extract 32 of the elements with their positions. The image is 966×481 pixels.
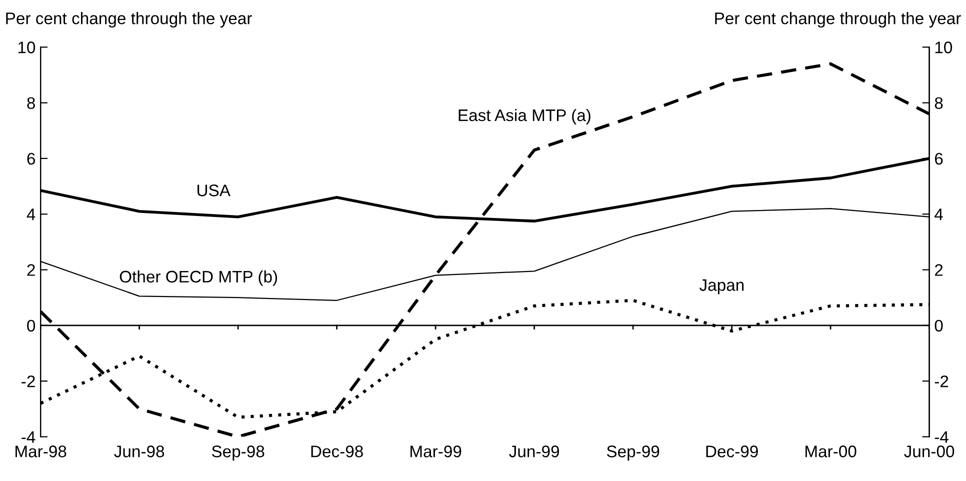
- x-tick-label: Sep-99: [606, 446, 660, 461]
- y-tick-label: -4: [22, 431, 36, 443]
- y-tick-label: 6: [27, 152, 35, 165]
- y2-tick-label: 2: [934, 264, 943, 276]
- y2-tick-label: 8: [934, 97, 943, 109]
- x-tick-label: Mar-98: [16, 446, 66, 458]
- series-label: Japan: [699, 279, 744, 294]
- y-tick-label: 0: [27, 320, 36, 332]
- x-tick-label: Mar-99: [410, 446, 462, 458]
- y-tick-label: 8: [27, 97, 35, 109]
- series-label: USA: [198, 184, 230, 196]
- x-tick-label: Jun-00: [904, 446, 954, 458]
- series-label: East Asia MTP (a): [458, 108, 590, 124]
- y-tick-label: 2: [27, 264, 35, 276]
- x-tick-label: Mar-00: [806, 446, 856, 458]
- series-label: Other OECD MTP (b): [120, 270, 278, 286]
- y2-tick-label: 4: [934, 208, 943, 220]
- y2-axis-title: Per cent change through the year: [715, 12, 961, 28]
- x-tick-label: Dec-99: [706, 446, 758, 458]
- y-axis-title: Per cent change through the year: [6, 12, 252, 28]
- y2-tick-label: -4: [934, 431, 948, 443]
- x-tick-label: Dec-98: [311, 446, 363, 458]
- x-tick-label: Jun-99: [509, 446, 559, 458]
- y2-tick-label: 6: [935, 152, 943, 165]
- y-tick-label: 4: [26, 208, 36, 220]
- y2-tick-label: 0: [934, 320, 943, 332]
- y2-tick-label: -2: [934, 375, 948, 388]
- y-tick-label: 10: [18, 42, 36, 54]
- y-tick-label: -2: [22, 375, 35, 388]
- x-tick-label: Jun-98: [114, 446, 164, 458]
- x-tick-label: Sep-98: [212, 446, 264, 461]
- y2-tick-label: 10: [935, 42, 952, 54]
